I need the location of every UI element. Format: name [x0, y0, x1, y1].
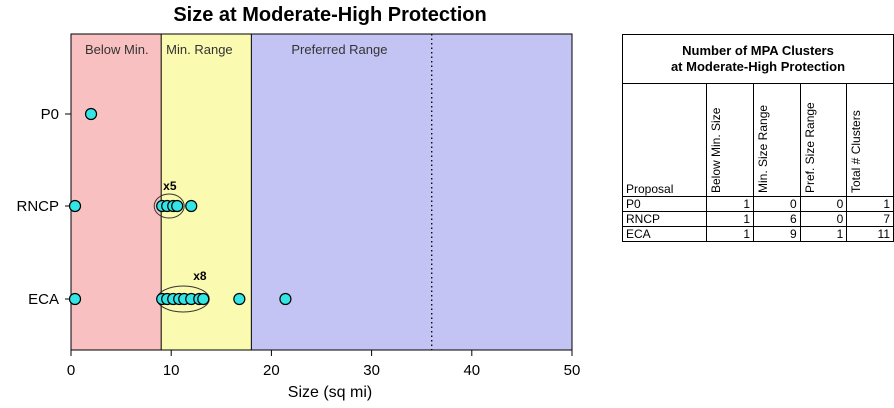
data-point: [171, 199, 184, 213]
region-band: [251, 34, 573, 350]
x-tick-label: 20: [263, 362, 280, 379]
cell-below-min: 1: [706, 211, 755, 227]
x-tick-label: 50: [564, 362, 581, 379]
table-row: P0 1 0 0 1: [621, 196, 894, 212]
table-title-line2: at Moderate-High Protection: [670, 59, 846, 74]
cell-below-min: 1: [706, 226, 755, 242]
cell-below-min: 1: [706, 196, 755, 212]
table-row: RNCP 1 6 0 7: [621, 211, 894, 227]
row-proposal: ECA: [621, 226, 708, 242]
y-tick-label: ECA: [28, 291, 59, 308]
x-axis-label: Size (sq mi): [287, 384, 373, 401]
data-point: [68, 292, 82, 306]
table-title: Number of MPA Clusters at Moderate-High …: [622, 34, 894, 84]
region-label: Preferred Range: [291, 42, 387, 57]
cluster-table: Number of MPA Clusters at Moderate-High …: [621, 34, 894, 242]
region-label: Min. Range: [166, 42, 232, 57]
plot-frame: [70, 33, 573, 351]
cell-pref-range: 1: [799, 226, 848, 242]
cell-total: 1: [846, 196, 894, 212]
cell-min-range: 0: [753, 196, 801, 212]
y-tick-label: P0: [41, 106, 59, 123]
region-label: Below Min.: [85, 42, 149, 57]
cell-pref-range: 0: [799, 211, 848, 227]
data-point: [279, 292, 292, 306]
cluster-ellipse: [153, 193, 185, 219]
x-tick-label: 0: [67, 362, 75, 379]
cluster-count-label: x8: [193, 269, 207, 283]
cell-total: 7: [846, 211, 894, 227]
chart-title: Size at Moderate-High Protection: [173, 4, 487, 26]
data-point: [197, 292, 210, 306]
header-total: Total # Clusters: [849, 110, 864, 193]
x-tick-label: 30: [363, 362, 380, 379]
x-tick-label: 10: [163, 362, 180, 379]
table-row: ECA 1 9 1 11: [621, 226, 894, 242]
data-point: [233, 292, 246, 306]
y-tick-label: RNCP: [16, 198, 59, 215]
data-point: [68, 199, 82, 213]
cell-min-range: 6: [753, 211, 801, 227]
header-proposal: Proposal: [621, 83, 708, 197]
cluster-count-label: x5: [163, 179, 177, 193]
data-point: [185, 199, 198, 213]
data-point: [84, 107, 98, 121]
x-tick-label: 40: [463, 362, 480, 379]
table-title-line1: Number of MPA Clusters: [682, 43, 834, 58]
cell-min-range: 9: [753, 226, 801, 242]
header-pref-range: Pref. Size Range: [802, 102, 817, 193]
cell-pref-range: 0: [799, 196, 848, 212]
row-proposal: RNCP: [621, 211, 708, 227]
scatter-chart: Below Min. Min. Range Preferred Range 0 10 20…: [16, 33, 581, 379]
cell-total: 11: [846, 226, 894, 242]
region-band: [71, 34, 162, 350]
table-header-row: Proposal Below Min. Size Min. Size Range…: [621, 83, 894, 197]
header-below-min: Below Min. Size: [709, 107, 724, 193]
row-proposal: P0: [621, 196, 708, 212]
header-min-range: Min. Size Range: [756, 104, 771, 193]
